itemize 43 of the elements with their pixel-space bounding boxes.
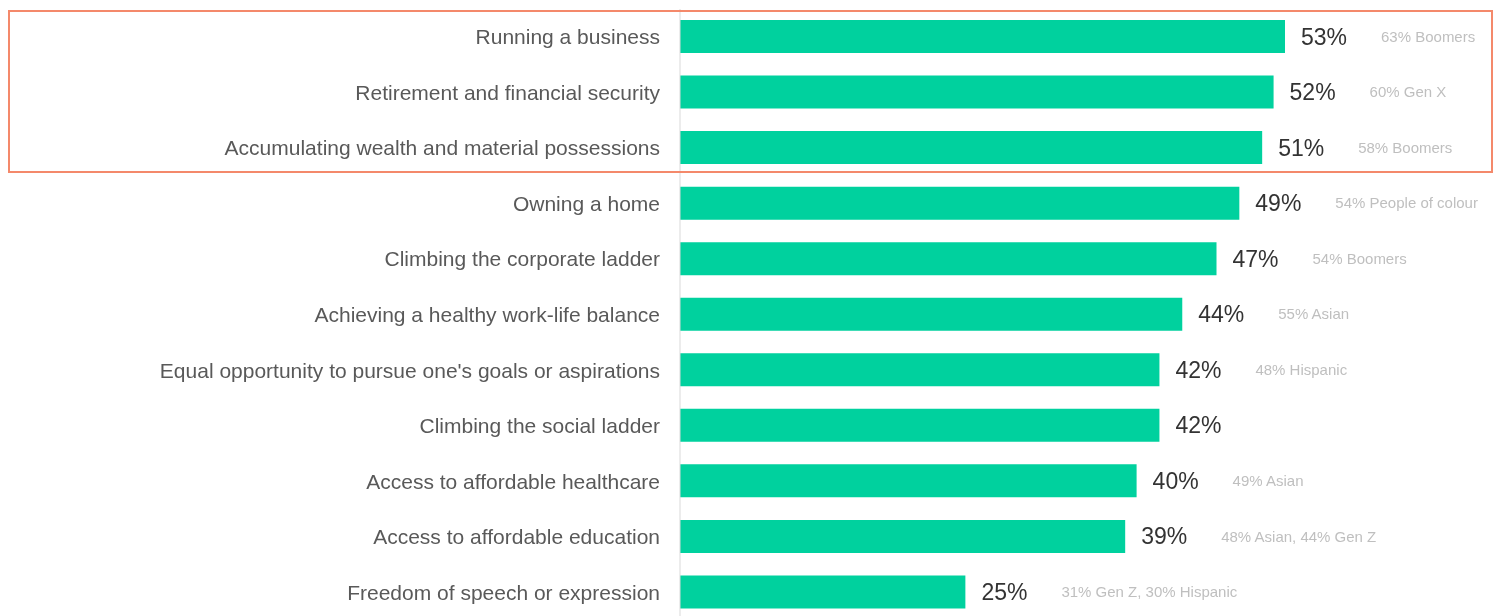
bar xyxy=(680,575,966,609)
data-label: 44% xyxy=(1198,301,1245,328)
annotation: 55% Asian xyxy=(1278,305,1350,323)
y-tick-label: Climbing the social ladder xyxy=(419,414,660,438)
y-tick-label: Accumulating wealth and material possessions xyxy=(224,136,660,160)
bar xyxy=(680,131,1263,165)
data-label: 39% xyxy=(1141,523,1188,550)
bar xyxy=(680,408,1160,442)
text: 60% Gen X xyxy=(1369,83,1447,101)
y-tick-label: Running a business xyxy=(475,25,660,49)
text: 63% Boomers xyxy=(1381,27,1476,45)
text: 54% Boomers xyxy=(1312,249,1407,267)
data-label: 47% xyxy=(1232,245,1279,272)
annotation: 48% Asian, 44% Gen Z xyxy=(1221,527,1377,545)
bar xyxy=(680,186,1240,220)
y-tick-label: Freedom of speech or expression xyxy=(347,580,660,604)
annotation: 49% Asian xyxy=(1232,472,1304,490)
y-tick-label: Access to affordable healthcare xyxy=(366,469,660,493)
y-tick-label: Retirement and financial security xyxy=(355,80,661,104)
data-label: 25% xyxy=(981,579,1028,605)
y-tick-label: Access to affordable education xyxy=(373,525,660,549)
bar xyxy=(680,242,1217,276)
y-tick-label: Climbing the corporate ladder xyxy=(384,247,660,271)
data-label: 52% xyxy=(1289,79,1336,106)
bar xyxy=(680,20,1285,53)
annotation: 31% Gen Z, 30% Hispanic xyxy=(1061,583,1238,601)
data-label: 40% xyxy=(1152,467,1199,494)
data-label: 49% xyxy=(1255,190,1302,217)
bar xyxy=(680,353,1160,387)
data-label: 42% xyxy=(1175,356,1222,383)
text: 58% Boomers xyxy=(1358,138,1453,156)
annotation: 48% Hispanic xyxy=(1255,361,1348,379)
data-label: 53% xyxy=(1301,23,1348,50)
y-tick-label: Achieving a healthy work-life balance xyxy=(314,302,660,326)
data-label: 51% xyxy=(1278,134,1325,161)
bar xyxy=(680,75,1274,109)
text: 54% People of colour xyxy=(1335,194,1478,212)
y-tick-label: Equal opportunity to pursue one's goals or aspirations xyxy=(159,358,660,382)
bar xyxy=(680,519,1126,553)
bar xyxy=(680,464,1137,498)
data-label: 42% xyxy=(1175,412,1222,439)
bar xyxy=(680,297,1183,331)
y-tick-label: Owning a home xyxy=(512,191,660,215)
